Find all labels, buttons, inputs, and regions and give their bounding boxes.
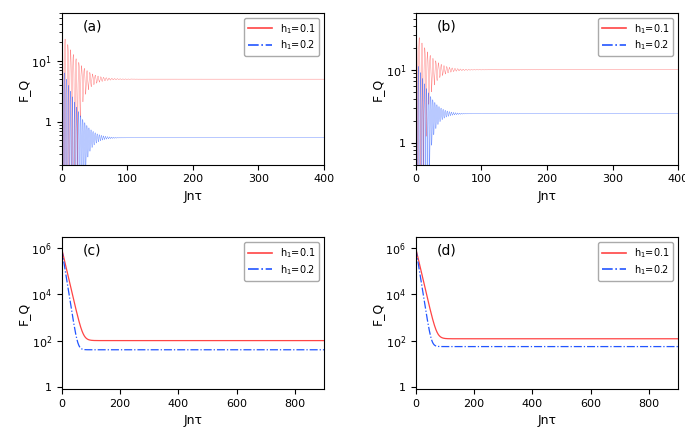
X-axis label: Jnτ: Jnτ xyxy=(184,414,202,427)
X-axis label: Jnτ: Jnτ xyxy=(184,190,202,203)
Y-axis label: F_Q: F_Q xyxy=(16,302,29,325)
Y-axis label: F_Q: F_Q xyxy=(371,77,384,101)
Text: (d): (d) xyxy=(437,243,456,257)
X-axis label: Jnτ: Jnτ xyxy=(538,190,556,203)
Text: (a): (a) xyxy=(83,19,102,33)
Legend: h$_1$=0.1, h$_1$=0.2: h$_1$=0.1, h$_1$=0.2 xyxy=(244,18,319,56)
Text: (b): (b) xyxy=(437,19,456,33)
Legend: h$_1$=0.1, h$_1$=0.2: h$_1$=0.1, h$_1$=0.2 xyxy=(598,242,673,281)
X-axis label: Jnτ: Jnτ xyxy=(538,414,556,427)
Y-axis label: F_Q: F_Q xyxy=(17,77,30,101)
Legend: h$_1$=0.1, h$_1$=0.2: h$_1$=0.1, h$_1$=0.2 xyxy=(244,242,319,281)
Text: (c): (c) xyxy=(83,243,101,257)
Y-axis label: F_Q: F_Q xyxy=(371,302,384,325)
Legend: h$_1$=0.1, h$_1$=0.2: h$_1$=0.1, h$_1$=0.2 xyxy=(598,18,673,56)
